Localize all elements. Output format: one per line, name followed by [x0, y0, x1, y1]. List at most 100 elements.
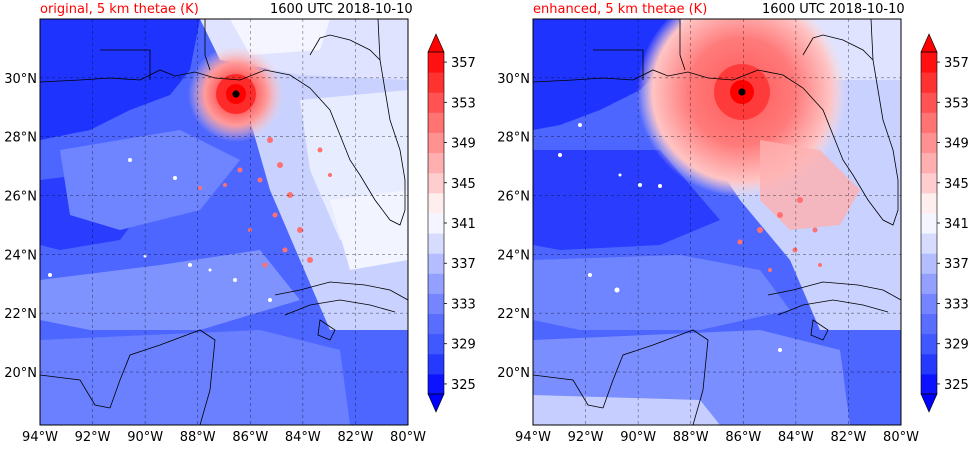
- right-colorbar-band: [921, 92, 937, 113]
- left-x-tick-label: 92°W: [75, 430, 111, 445]
- left-x-tick-label: 82°W: [337, 430, 373, 445]
- right-colorbar-band: [921, 212, 937, 234]
- left-colorbar-tick-label: 345: [451, 177, 476, 192]
- right-colorbar-band: [921, 333, 937, 355]
- right-x-tick-label: 84°W: [778, 430, 814, 445]
- right-y-tick-label: 28°N: [497, 131, 530, 146]
- right-y-tick-label: 30°N: [497, 72, 530, 87]
- right-x-tick-label: 88°W: [673, 430, 709, 445]
- right-colorbar-tick-label: 353: [944, 96, 969, 111]
- left-x-tick-label: 84°W: [285, 430, 321, 445]
- right-colorbar-band: [921, 293, 937, 315]
- left-x-tick-label: 88°W: [180, 430, 216, 445]
- left-colorbar: 357 353 349 345 341 337 333 329 325: [427, 33, 476, 413]
- left-colorbar-band: [428, 373, 444, 395]
- left-y-tick-label: 28°N: [4, 131, 37, 146]
- right-colorbar-tick-label: 345: [944, 177, 969, 192]
- right-y-tick-label: 20°N: [497, 366, 530, 381]
- right-colorbar-band: [921, 373, 937, 395]
- left-y-tick-label: 26°N: [4, 190, 37, 205]
- left-colorbar-tick-label: 349: [451, 137, 476, 152]
- left-colorbar-tick-label: 325: [451, 378, 476, 393]
- left-colorbar-band: [428, 353, 444, 375]
- left-colorbar-band: [428, 192, 444, 214]
- right-colorbar-band: [921, 353, 937, 375]
- right-x-tick-label: 92°W: [568, 430, 604, 445]
- right-colorbar-max-extend: [920, 33, 938, 53]
- left-panel-time: 1600 UTC 2018-10-10: [270, 2, 413, 17]
- left-colorbar-band: [428, 293, 444, 315]
- left-colorbar-band: [428, 172, 444, 194]
- right-colorbar-band: [921, 172, 937, 194]
- left-y-tick-label: 30°N: [4, 72, 37, 87]
- right-colorbar-band: [921, 72, 937, 93]
- left-colorbar-tick-label: 341: [451, 217, 476, 232]
- right-x-tick-label: 90°W: [620, 430, 656, 445]
- right-colorbar-band: [921, 132, 937, 154]
- right-colorbar-band: [921, 192, 937, 214]
- left-colorbar-tick-label: 353: [451, 96, 476, 111]
- right-x-tick-label: 82°W: [830, 430, 866, 445]
- right-y-tick-label: 22°N: [497, 307, 530, 322]
- left-y-tick-label: 24°N: [4, 248, 37, 263]
- right-colorbar-tick-label: 357: [944, 56, 969, 71]
- left-colorbar-band: [428, 112, 444, 133]
- left-x-tick-label: 86°W: [232, 430, 268, 445]
- left-colorbar-band: [428, 72, 444, 93]
- right-panel-time: 1600 UTC 2018-10-10: [762, 2, 905, 17]
- left-colorbar-tick-label: 333: [451, 297, 476, 312]
- left-storm-center: [232, 90, 240, 98]
- right-y-tick-label: 26°N: [497, 190, 530, 205]
- right-colorbar-band: [921, 152, 937, 174]
- right-colorbar-band: [921, 313, 937, 335]
- left-colorbar-tick-label: 337: [451, 257, 476, 272]
- right-colorbar-tick-label: 333: [944, 297, 969, 312]
- left-colorbar-tick-label: 329: [451, 338, 476, 353]
- right-colorbar-tick-label: 329: [944, 338, 969, 353]
- right-colorbar-min-extend: [920, 393, 938, 413]
- right-colorbar-band: [921, 112, 937, 133]
- left-colorbar-band: [428, 52, 444, 73]
- right-x-tick-label: 94°W: [515, 430, 551, 445]
- right-plot-frame: [532, 18, 902, 426]
- right-colorbar-tick-label: 341: [944, 217, 969, 232]
- right-gridlines: [533, 19, 901, 425]
- right-colorbar-tick-label: 349: [944, 137, 969, 152]
- left-colorbar-tick-label: 357: [451, 56, 476, 71]
- left-colorbar-band: [428, 212, 444, 234]
- left-colorbar-band: [428, 92, 444, 113]
- right-y-tick-label: 24°N: [497, 248, 530, 263]
- left-colorbar-band: [428, 233, 444, 254]
- right-colorbar-band: [921, 273, 937, 294]
- left-x-tick-label: 94°W: [22, 430, 58, 445]
- left-x-tick-label: 80°W: [390, 430, 426, 445]
- left-y-tick-label: 22°N: [4, 307, 37, 322]
- right-x-tick-label: 80°W: [883, 430, 919, 445]
- right-colorbar-band: [921, 52, 937, 73]
- left-panel-title: original, 5 km thetae (K): [40, 2, 199, 17]
- right-colorbar-band: [921, 233, 937, 254]
- left-colorbar-band: [428, 273, 444, 294]
- left-colorbar-band: [428, 313, 444, 335]
- right-storm-center: [738, 88, 746, 96]
- left-colorbar-min-extend: [427, 393, 445, 413]
- left-plot-frame: [39, 18, 409, 426]
- left-colorbar-band: [428, 253, 444, 274]
- right-colorbar-band: [921, 253, 937, 274]
- right-field: [533, 19, 901, 425]
- right-colorbar-tick-label: 337: [944, 257, 969, 272]
- left-colorbar-band: [428, 152, 444, 174]
- left-map-plot: 94°W 92°W 90°W 88°W 86°W 84°W 82°W 80°W 30°N 28°N…: [4, 18, 476, 445]
- right-panel-title: enhanced, 5 km thetae (K): [533, 2, 708, 17]
- left-gridlines: [40, 19, 408, 425]
- left-y-tick-label: 20°N: [4, 366, 37, 381]
- right-colorbar: 357 353 349 345 341 337 333 329 325: [920, 33, 969, 413]
- left-x-tick-label: 90°W: [127, 430, 163, 445]
- left-colorbar-band: [428, 132, 444, 154]
- left-field: [40, 19, 408, 425]
- left-colorbar-max-extend: [427, 33, 445, 53]
- right-colorbar-tick-label: 325: [944, 378, 969, 393]
- right-map-plot: 94°W 92°W 90°W 88°W 86°W 84°W 82°W 80°W 30°N 28°N…: [497, 18, 969, 445]
- right-x-tick-label: 86°W: [725, 430, 761, 445]
